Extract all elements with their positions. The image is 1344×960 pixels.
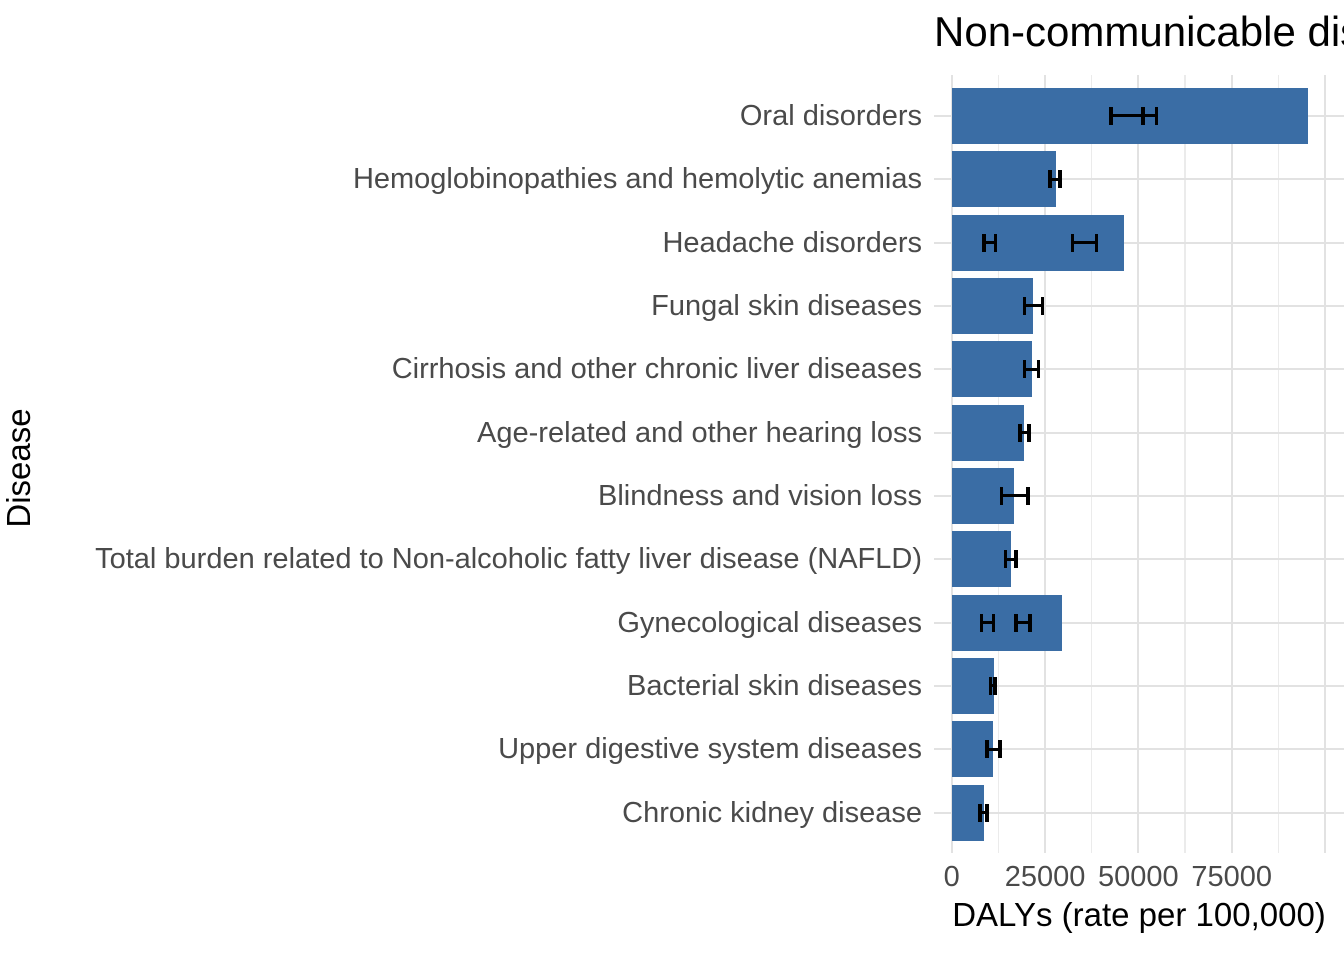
x-axis-tick-label: 50000: [1098, 861, 1179, 893]
bar: [951, 151, 1056, 208]
major-gridline-v: [1044, 75, 1047, 853]
major-gridline-v: [1230, 75, 1233, 853]
major-gridline-h: [934, 684, 1344, 687]
minor-gridline-v: [1184, 75, 1186, 853]
error-bar-cap: [993, 676, 997, 695]
error-bar-line: [1024, 304, 1043, 308]
y-axis-label: Fungal skin diseases: [651, 289, 922, 322]
error-bar-line: [984, 241, 996, 244]
bar: [951, 531, 1012, 588]
x-axis-tick-label: 0: [943, 861, 960, 893]
major-gridline-h: [934, 748, 1344, 751]
error-bar-cap: [993, 233, 998, 252]
error-bar-cap: [1109, 106, 1113, 125]
error-bar-line: [1020, 431, 1029, 435]
error-bar-line: [980, 811, 988, 815]
error-bar-line: [990, 684, 995, 688]
error-bar-cap: [1070, 233, 1075, 252]
error-bar-cap: [1003, 550, 1008, 569]
minor-gridline-v: [1277, 75, 1280, 853]
error-bar-cap: [1026, 486, 1030, 505]
y-axis-label: Upper digestive system diseases: [498, 733, 922, 766]
y-axis-label: Gynecological diseases: [617, 606, 922, 639]
y-axis-label: Oral disorders: [739, 99, 922, 132]
error-bar-cap: [1027, 423, 1031, 442]
major-gridline-v: [1324, 75, 1327, 853]
major-gridline-h: [934, 368, 1344, 371]
error-bar-cap: [985, 803, 989, 822]
y-axis-label: Chronic kidney disease: [622, 796, 922, 829]
error-bar-line: [1015, 621, 1031, 625]
error-bar-cap: [985, 740, 989, 759]
error-bar-line: [1111, 114, 1143, 118]
error-bar-cap: [1141, 106, 1145, 125]
x-axis-tick-label: 25000: [1004, 861, 1086, 893]
major-gridline-h: [934, 621, 1344, 624]
major-gridline-h: [934, 558, 1344, 561]
error-bar-line: [1072, 241, 1097, 244]
y-axis-label: Age-related and other hearing loss: [477, 416, 922, 449]
minor-gridline-v: [1090, 75, 1093, 853]
y-axis-label: Blindness and vision loss: [597, 479, 922, 512]
bar: [951, 277, 1034, 334]
error-bar-cap: [991, 613, 996, 632]
bar: [951, 341, 1033, 398]
major-gridline-h: [934, 178, 1344, 181]
minor-gridline-v: [997, 75, 1000, 853]
major-gridline-h: [934, 241, 1344, 244]
major-gridline-v: [1137, 75, 1140, 853]
error-bar-line: [1005, 557, 1016, 561]
error-bar-cap: [979, 613, 984, 632]
error-bar-cap: [1154, 106, 1159, 125]
major-gridline-h: [934, 431, 1344, 434]
error-bar-cap: [1022, 360, 1027, 379]
error-bar-line: [1142, 114, 1157, 118]
major-gridline-h: [934, 304, 1344, 307]
error-bar-cap: [1014, 613, 1018, 632]
bar: [951, 404, 1025, 461]
error-bar-cap: [1018, 423, 1022, 442]
error-bar-cap: [999, 486, 1004, 505]
major-gridline-h: [934, 494, 1344, 497]
error-bar-line: [981, 621, 994, 625]
error-bar-cap: [1040, 296, 1045, 315]
y-axis-label: Hemoglobinopathies and hemolytic anemias: [352, 163, 922, 196]
y-axis-label: Headache disorders: [662, 226, 922, 259]
major-gridline-v: [950, 75, 953, 853]
error-bar-cap: [988, 676, 993, 695]
y-axis-label: Bacterial skin diseases: [627, 669, 922, 702]
y-axis-label: Cirrhosis and other chronic liver diseas…: [391, 353, 922, 386]
y-axis-label: Total burden related to Non-alcoholic fa…: [95, 543, 922, 576]
error-bar-cap: [1036, 360, 1041, 379]
error-bar-line: [1001, 494, 1029, 498]
x-axis-title: DALYs (rate per 100,000): [952, 896, 1326, 933]
error-bar-cap: [1028, 613, 1032, 632]
error-bar-line: [986, 747, 1000, 751]
error-bar-cap: [1094, 233, 1099, 252]
x-axis-tick-label: 75000: [1191, 861, 1273, 893]
bar: [951, 594, 1062, 651]
error-bar-line: [1024, 367, 1039, 371]
error-bar-line: [1049, 177, 1060, 181]
error-bar-cap: [998, 740, 1002, 759]
bar: [951, 657, 994, 714]
error-bar-cap: [1058, 170, 1062, 189]
error-bar-cap: [1048, 170, 1052, 189]
error-bar-cap: [978, 803, 982, 822]
error-bar-cap: [982, 233, 986, 252]
error-bar-cap: [1022, 296, 1027, 315]
major-gridline-h: [934, 811, 1344, 814]
chart-title: Non-communicable diseases: [934, 8, 1344, 55]
error-bar-cap: [1014, 550, 1018, 569]
